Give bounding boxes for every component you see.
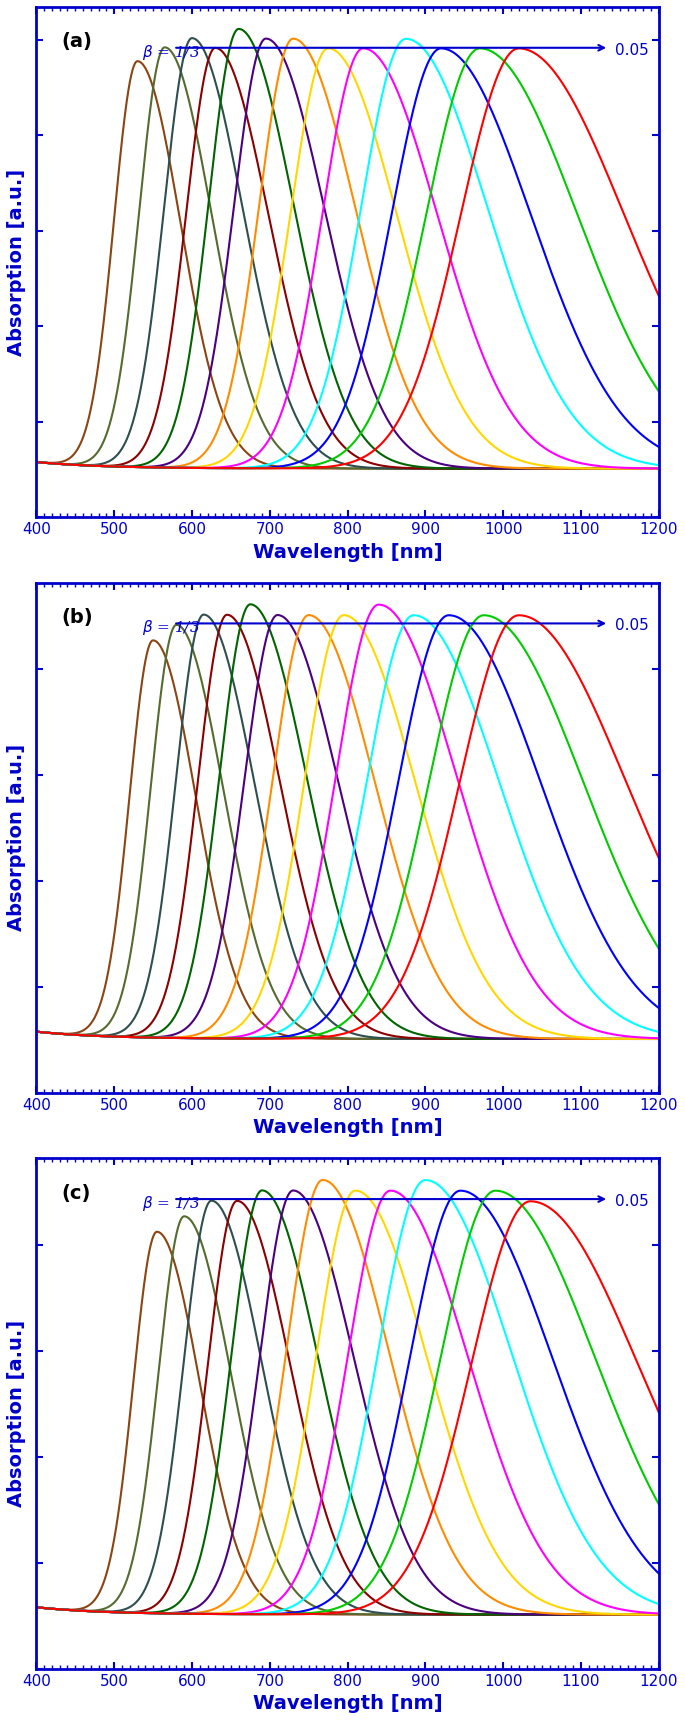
Y-axis label: Absorption [a.u.]: Absorption [a.u.] (7, 1319, 26, 1507)
Text: $\beta$ = 1/3: $\beta$ = 1/3 (142, 43, 200, 62)
Text: 0.05: 0.05 (615, 617, 649, 633)
Text: 0.05: 0.05 (615, 1194, 649, 1209)
Text: (c): (c) (61, 1183, 90, 1202)
Text: 0.05: 0.05 (615, 43, 649, 58)
X-axis label: Wavelength [nm]: Wavelength [nm] (253, 1694, 443, 1713)
Text: (b): (b) (61, 609, 93, 628)
X-axis label: Wavelength [nm]: Wavelength [nm] (253, 1118, 443, 1137)
Text: (a): (a) (61, 33, 92, 52)
X-axis label: Wavelength [nm]: Wavelength [nm] (253, 544, 443, 562)
Y-axis label: Absorption [a.u.]: Absorption [a.u.] (7, 745, 26, 931)
Text: $\beta$ = 1/3: $\beta$ = 1/3 (142, 1194, 200, 1213)
Text: $\beta$ = 1/3: $\beta$ = 1/3 (142, 617, 200, 638)
Y-axis label: Absorption [a.u.]: Absorption [a.u.] (7, 169, 26, 356)
